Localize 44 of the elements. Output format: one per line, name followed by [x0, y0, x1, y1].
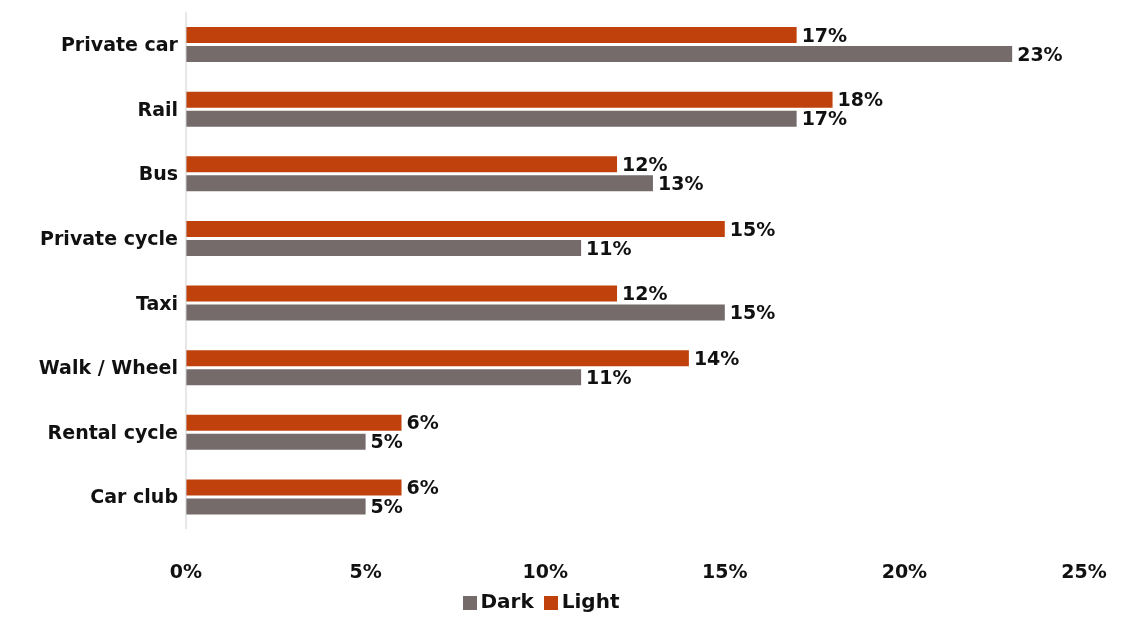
x-tick-label: 5%	[349, 560, 382, 583]
bar	[186, 369, 582, 386]
bar	[186, 498, 366, 515]
bar	[186, 27, 797, 43]
x-tick-label: 20%	[881, 560, 928, 583]
bar	[186, 433, 366, 450]
x-tick-label: 25%	[1061, 560, 1107, 583]
data-label: 6%	[406, 476, 439, 499]
bar	[186, 91, 833, 108]
bar	[186, 220, 725, 237]
bar	[186, 285, 618, 302]
x-tick-label: 10%	[522, 560, 568, 583]
y-tick-label: Rental cycle	[47, 420, 178, 443]
legend-label: Light	[561, 589, 620, 613]
data-label: 23%	[1017, 42, 1063, 65]
bar	[186, 304, 725, 321]
x-tick-label: 15%	[702, 560, 748, 583]
data-label: 14%	[693, 346, 740, 369]
data-label: 11%	[586, 236, 632, 259]
bar	[186, 46, 1013, 62]
bar	[186, 156, 618, 173]
bar	[186, 110, 797, 127]
data-label: 5%	[370, 430, 403, 453]
data-label: 6%	[406, 411, 439, 434]
y-tick-label: Rail	[137, 97, 178, 120]
data-label: 15%	[729, 301, 776, 324]
bar	[186, 175, 653, 192]
y-tick-label: Bus	[138, 162, 178, 185]
bar	[186, 239, 582, 256]
bar	[186, 479, 402, 496]
data-label: 17%	[801, 23, 848, 46]
bar	[186, 350, 689, 367]
y-tick-label: Taxi	[135, 291, 178, 314]
legend-label: Dark	[480, 589, 534, 613]
data-label: 12%	[622, 282, 668, 305]
data-label: 5%	[370, 495, 403, 518]
x-tick-label: 0%	[169, 560, 203, 583]
y-tick-label: Walk / Wheel	[38, 356, 178, 379]
bar	[186, 414, 402, 431]
y-tick-label: Private car	[60, 33, 179, 56]
y-tick-label: Private cycle	[40, 226, 178, 249]
y-tick-label: Car club	[90, 485, 178, 508]
data-label: 15%	[729, 217, 776, 240]
data-label: 11%	[586, 365, 632, 388]
